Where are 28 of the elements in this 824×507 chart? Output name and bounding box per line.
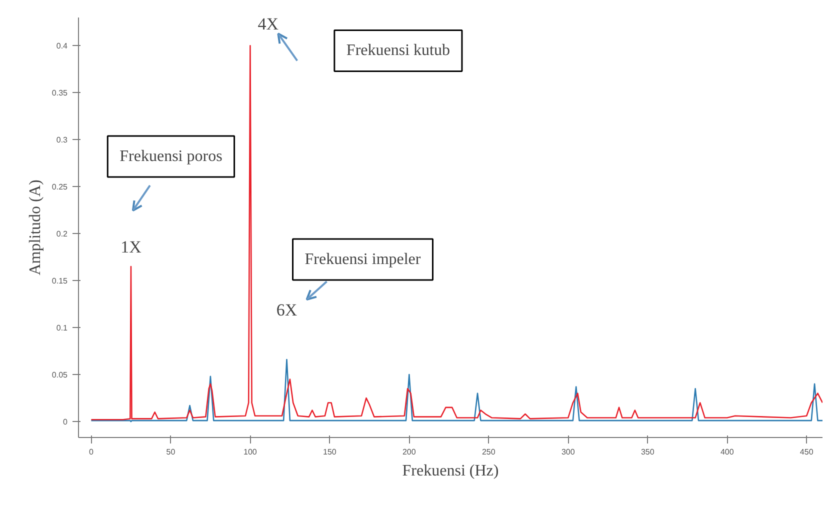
line-series <box>90 45 822 420</box>
y-tick-label: 0.05 <box>52 370 68 380</box>
x-tick-label: 50 <box>166 448 176 456</box>
y-tick-label: 0.35 <box>52 88 68 98</box>
y-tick-label: 0.2 <box>56 230 68 239</box>
x-tick-label: 200 <box>402 448 416 456</box>
annotation: Frekuensi poros <box>120 148 222 165</box>
x-tick-label: 450 <box>800 448 814 456</box>
y-tick-label: 0.1 <box>56 324 68 333</box>
y-tick-label: 0.3 <box>56 136 68 145</box>
annotation: 4X <box>258 14 279 34</box>
x-tick-label: 100 <box>244 448 258 456</box>
x-tick-label: 300 <box>561 448 576 456</box>
y-tick-label: 0.25 <box>52 182 68 192</box>
x-tick-label: 400 <box>720 448 734 456</box>
annotation: Frekuensi kutub <box>346 42 450 60</box>
x-tick-label: 150 <box>323 448 337 456</box>
y-axis-title: Amplitudo (A) <box>26 180 44 276</box>
x-tick-label: 250 <box>482 448 496 456</box>
x-axis-title: Frekuensi (Hz) <box>402 462 499 480</box>
annotation: 1X <box>120 237 142 256</box>
annotation: Frekuensi impeler <box>304 251 422 268</box>
y-tick-label: 0.15 <box>52 276 68 286</box>
y-tick-label: 0.4 <box>56 42 68 51</box>
x-tick-label: 350 <box>640 448 655 456</box>
y-tick-label: 0 <box>63 418 68 427</box>
annotation: 6X <box>276 300 298 320</box>
x-tick-label: 0 <box>88 448 94 456</box>
